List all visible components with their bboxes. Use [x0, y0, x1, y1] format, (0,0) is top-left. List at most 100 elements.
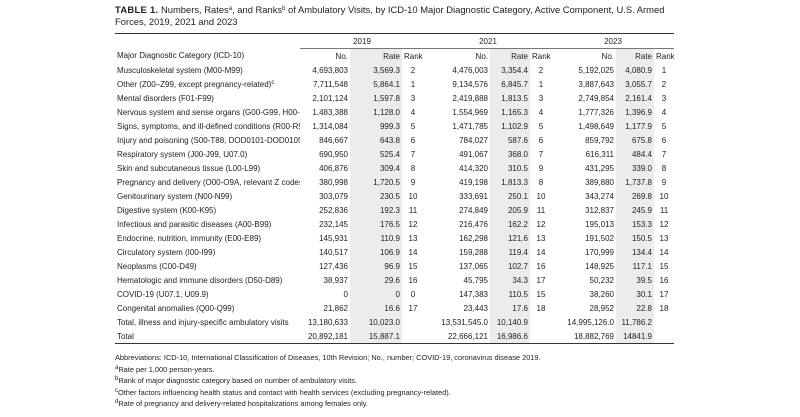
footnote-marker: c — [115, 387, 118, 394]
value-cell: 10,023.0 — [350, 315, 402, 329]
value-cell: 4 — [410, 107, 416, 117]
value-cell: 491,067 — [459, 149, 488, 159]
value-cell: 4,693,803 — [312, 65, 348, 75]
value-cell: 232,145 — [319, 219, 348, 229]
value-cell: 6 — [661, 135, 667, 145]
value-cell: 1 — [410, 79, 416, 89]
category-label: Genitourinary system (N00-N99) — [117, 191, 233, 201]
value-cell: 6 — [410, 135, 416, 145]
value-cell: 414,320 — [459, 163, 488, 173]
category-label: Nervous system and sense organs (G00-G99… — [117, 107, 300, 117]
value-cell: 2,419,888 — [452, 93, 488, 103]
value-cell: 23,443 — [463, 303, 488, 313]
value-cell: 17 — [408, 303, 418, 313]
header-row: Major Diagnostic Category (ICD-10) No. Rat… — [115, 48, 674, 63]
table-row: Respiratory system (J00-J99, U07.0) 690,9… — [115, 147, 674, 161]
footnote-marker: b — [115, 376, 119, 382]
category-label: Respiratory system (J00-J99, U07.0) — [117, 149, 248, 159]
value-cell: 9,134,576 — [452, 79, 488, 89]
table-row: Signs, symptoms, and ill-defined conditi… — [115, 119, 674, 133]
value-cell: 140,517 — [319, 247, 348, 257]
value-cell: 162,298 — [459, 233, 488, 243]
value-cell — [402, 315, 424, 329]
value-cell: 12 — [536, 219, 546, 229]
value-cell — [654, 329, 674, 344]
column-header: Rate — [350, 48, 402, 63]
value-cell: 7,711,548 — [313, 79, 348, 89]
value-cell: 389,880 — [585, 177, 614, 187]
value-cell: 195,013 — [585, 219, 614, 229]
value-cell: 6 — [538, 135, 544, 145]
value-cell: 999.3 — [350, 119, 402, 133]
value-cell: 22.8 — [616, 301, 654, 315]
value-cell: 117.1 — [616, 259, 654, 273]
value-cell: 14 — [536, 247, 546, 257]
value-cell: 7 — [410, 149, 416, 159]
table-row: Musculoskeletal system (M00-M99) 4,693,80… — [115, 63, 674, 77]
table-row: Genitourinary system (N00-N99) 303,079 230… — [115, 189, 674, 203]
value-cell: 9 — [410, 177, 416, 187]
table-row: Digestive system (K00-K95) 252,836 192.3 11… — [115, 203, 674, 217]
value-cell: 3,354.4 — [490, 63, 530, 77]
value-cell: 525.4 — [350, 147, 402, 161]
value-cell: 110.9 — [350, 231, 402, 245]
value-cell: 2 — [538, 65, 544, 75]
footnote-text: Abbreviations: ICD-10, International Cla… — [115, 353, 541, 362]
category-cell: Pregnancy and delivery (O00-O9A, relevan… — [115, 175, 300, 189]
value-cell — [402, 329, 424, 344]
category-cell: Total — [115, 329, 300, 344]
value-cell: 2,749,854 — [578, 93, 614, 103]
value-cell: 29.6 — [350, 273, 402, 287]
value-cell: 17 — [659, 289, 669, 299]
value-cell: 784,027 — [459, 135, 488, 145]
footnotes: Abbreviations: ICD-10, International Cla… — [115, 352, 715, 410]
value-cell: 616,311 — [585, 149, 614, 159]
value-cell: 205.9 — [490, 203, 530, 217]
category-cell: Digestive system (K00-K95) — [115, 203, 300, 217]
value-cell: 8 — [661, 163, 667, 173]
value-cell: 1,314,084 — [312, 121, 348, 131]
value-cell: 102.7 — [490, 259, 530, 273]
footnote-text: Other factors influencing health status … — [118, 387, 451, 397]
value-cell: 1,165.3 — [490, 105, 530, 119]
value-cell: 14 — [659, 247, 669, 257]
table-row: Total 20,892,181 15,887.1 22,666,121 16,986.… — [115, 329, 674, 344]
value-cell: 1 — [538, 79, 544, 89]
year-header: 2019 — [300, 33, 424, 49]
value-cell: 153.3 — [616, 217, 654, 231]
value-cell: 137,065 — [459, 261, 488, 271]
value-cell: 1,777,326 — [578, 107, 614, 117]
value-cell: 1,471,785 — [452, 121, 488, 131]
value-cell: 30.1 — [616, 287, 654, 301]
value-cell: 17 — [536, 275, 546, 285]
value-cell: 1 — [661, 65, 667, 75]
title-text: of Ambulatory Visits, by ICD-10 Major Di… — [115, 4, 665, 27]
table-row: Congenital anomalies (Q00-Q99) 21,862 16.6… — [115, 301, 674, 315]
value-cell: 11 — [408, 205, 418, 215]
table-row: Other (Z00–Z99, except pregnancy-related… — [115, 77, 674, 91]
value-cell: 2 — [661, 79, 667, 89]
value-cell: 17.6 — [490, 301, 530, 315]
value-cell: 1,813.3 — [490, 175, 530, 189]
footnote-marker: d — [115, 399, 119, 405]
category-label: Digestive system (K00-K95) — [117, 205, 217, 215]
value-cell: 2 — [410, 65, 416, 75]
value-cell: 18,882,769 — [573, 331, 614, 341]
data-table: 2019 2021 2023 Major Diagnostic Category (I… — [115, 33, 674, 344]
category-label: Signs, symptoms, and ill-defined conditi… — [117, 121, 300, 131]
value-cell: 3 — [661, 93, 667, 103]
table-row: Hematologic and immune disorders (D50-D8… — [115, 273, 674, 287]
value-cell: 12 — [408, 219, 418, 229]
blank-cell — [115, 34, 300, 49]
category-label: Hematologic and immune disorders (D50-D8… — [117, 275, 283, 285]
value-cell: 11 — [536, 205, 546, 215]
value-cell: 16 — [408, 275, 418, 285]
value-cell: 245.9 — [616, 203, 654, 217]
value-cell: 176.5 — [350, 217, 402, 231]
category-cell: Nervous system and sense organs (G00-G99… — [115, 105, 300, 119]
value-cell: 419,198 — [459, 177, 488, 187]
value-cell: 1,396.9 — [616, 105, 654, 119]
value-cell: 5,192,025 — [578, 65, 614, 75]
value-cell: 1,102.9 — [490, 119, 530, 133]
value-cell: 303,079 — [319, 191, 348, 201]
